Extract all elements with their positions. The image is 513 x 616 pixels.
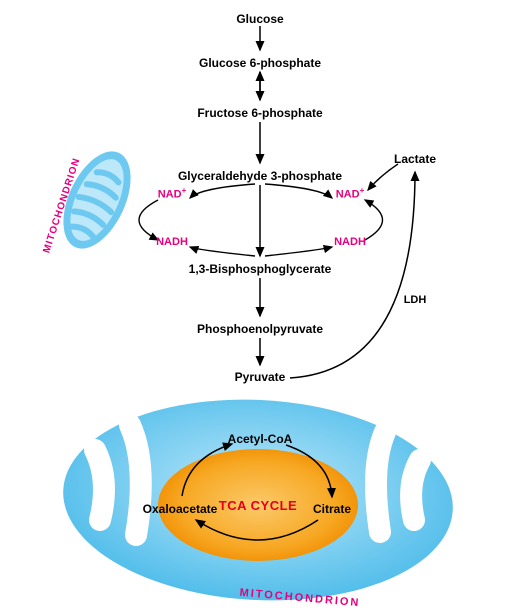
node-pep: Phosphoenolpyruvate bbox=[197, 322, 323, 336]
node-bpg: 1,3-Bisphosphoglycerate bbox=[189, 262, 332, 276]
tca-cycle-label: TCA CYCLE bbox=[219, 498, 297, 513]
node-glucose: Glucose bbox=[236, 12, 283, 26]
node-oxaloacetate: Oxaloacetate bbox=[143, 502, 218, 516]
node-lactate: Lactate bbox=[394, 152, 436, 166]
node-citrate: Citrate bbox=[313, 502, 351, 516]
node-acetylcoa: Acetyl-CoA bbox=[228, 432, 293, 446]
cofactor-nadh-left: NADH bbox=[156, 236, 188, 248]
node-g6p: Glucose 6-phosphate bbox=[199, 56, 321, 70]
tca-arrows bbox=[182, 444, 332, 540]
cofactor-nadh-right: NADH bbox=[334, 236, 366, 248]
mito-label-small: MITOCHONDRION bbox=[41, 156, 82, 254]
diagram-canvas bbox=[0, 0, 513, 616]
node-f6p: Fructose 6-phosphate bbox=[197, 106, 322, 120]
node-g3p: Glyceraldehyde 3-phosphate bbox=[178, 169, 342, 183]
cofactor-nad-left: NAD+ bbox=[158, 186, 187, 201]
mito-label-big: MITOCHONDRION bbox=[239, 587, 361, 610]
node-pyruvate: Pyruvate bbox=[235, 370, 286, 384]
enzyme-ldh: LDH bbox=[404, 294, 427, 306]
cofactor-nad-right: NAD+ bbox=[336, 186, 365, 201]
